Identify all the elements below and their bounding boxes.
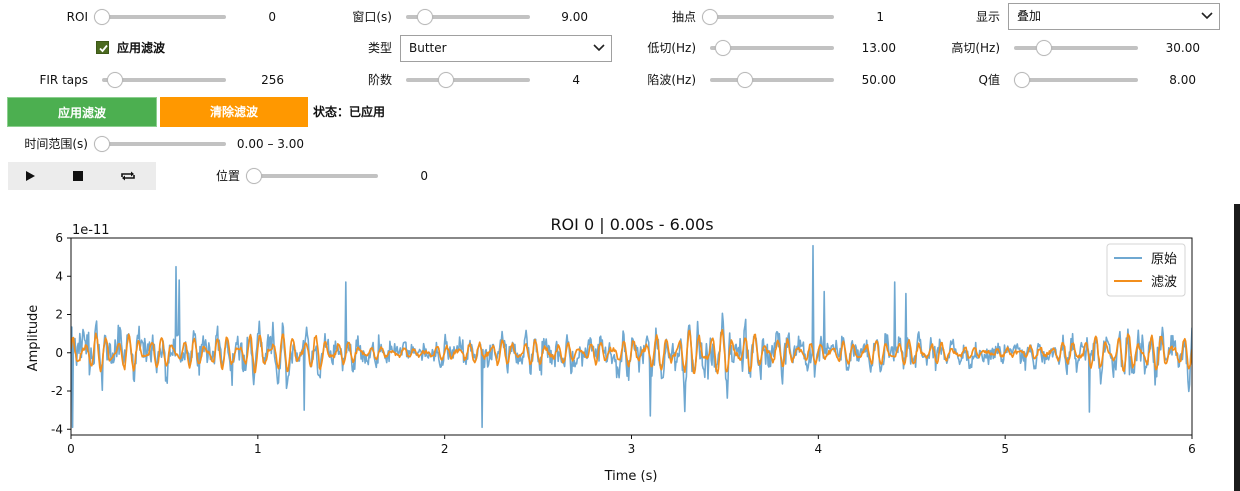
decimate-slider[interactable] <box>702 9 834 25</box>
y-tick-label: -4 <box>51 422 63 436</box>
order-slider-thumb[interactable] <box>438 72 455 88</box>
roi-slider-thumb[interactable] <box>94 9 110 25</box>
chevron-down-icon <box>593 44 605 52</box>
y-tick-label: 2 <box>55 308 63 322</box>
x-tick-label: 0 <box>67 442 75 456</box>
window-slider-thumb[interactable] <box>416 9 433 25</box>
notch-slider-thumb[interactable] <box>737 72 753 88</box>
position-value: 0 <box>420 169 428 183</box>
display-label: 显示 <box>975 10 1000 24</box>
apply-filter-checkbox-label: 应用滤波 <box>117 41 166 55</box>
fir-taps-label: FIR taps <box>39 73 88 87</box>
time-range-value: 0.00 – 3.00 <box>236 137 304 151</box>
loop-icon <box>121 171 135 181</box>
plot-area <box>70 237 1193 436</box>
x-tick-label: 5 <box>1001 442 1009 456</box>
decimate-slider-thumb[interactable] <box>702 9 718 25</box>
order-label: 阶数 <box>367 73 392 87</box>
checkmark-icon <box>99 44 108 53</box>
series-line-raw <box>71 244 1192 429</box>
q-slider-thumb[interactable] <box>1014 72 1030 88</box>
window-value: 9.00 <box>561 10 588 24</box>
y-tick-label: 4 <box>55 269 63 283</box>
legend-label-raw: 原始 <box>1151 252 1177 267</box>
time-range-slider[interactable] <box>94 136 226 152</box>
playback-controls <box>8 162 156 190</box>
clear-filter-button[interactable]: 清除滤波 <box>160 97 308 127</box>
fir-taps-slider-thumb[interactable] <box>107 72 124 88</box>
chart-legend: 原始 滤波 <box>1106 243 1186 297</box>
highcut-slider-thumb[interactable] <box>1035 40 1052 56</box>
y-tick-label: 0 <box>55 346 63 360</box>
chart-title: ROI 0 | 0.00s - 6.00s <box>550 215 713 234</box>
position-label: 位置 <box>215 169 240 183</box>
chevron-down-icon <box>1201 12 1213 20</box>
y-tick-label: 6 <box>55 231 63 245</box>
fir-taps-value: 256 <box>261 73 284 87</box>
legend-label-filtered: 滤波 <box>1151 275 1177 290</box>
status-text: 状态：已应用 <box>313 105 386 119</box>
roi-value: 0 <box>268 10 276 24</box>
x-tick-label: 1 <box>254 442 262 456</box>
x-tick-label: 3 <box>628 442 636 456</box>
highcut-slider[interactable] <box>1014 40 1138 56</box>
q-slider[interactable] <box>1014 72 1138 88</box>
fir-taps-slider[interactable] <box>102 72 226 88</box>
play-button[interactable] <box>8 162 52 190</box>
x-tick-label: 2 <box>441 442 449 456</box>
x-tick-label: 6 <box>1188 442 1196 456</box>
lowcut-value: 13.00 <box>861 41 896 55</box>
apply-filter-button[interactable]: 应用滤波 <box>7 97 157 127</box>
display-select-value: 叠加 <box>1017 9 1042 23</box>
y-tick-label: -2 <box>51 384 63 398</box>
highcut-label: 高切(Hz) <box>951 41 1000 55</box>
position-slider-thumb[interactable] <box>246 168 262 184</box>
series-line-filtered <box>71 328 1192 375</box>
lowcut-slider[interactable] <box>710 40 834 56</box>
decimate-label: 抽点 <box>671 10 696 24</box>
x-axis-label: Time (s) <box>604 469 658 484</box>
apply-filter-checkbox[interactable] <box>96 41 109 54</box>
y-offset-label: 1e-11 <box>72 223 110 238</box>
notch-slider[interactable] <box>710 72 834 88</box>
stop-icon <box>73 171 83 181</box>
decimate-value: 1 <box>876 10 884 24</box>
y-axis-label: Amplitude <box>26 305 41 372</box>
order-slider[interactable] <box>406 72 530 88</box>
lowcut-label: 低切(Hz) <box>647 41 696 55</box>
stop-button[interactable] <box>56 162 100 190</box>
highcut-value: 30.00 <box>1165 41 1200 55</box>
notch-label: 陷波(Hz) <box>647 73 696 87</box>
roi-slider[interactable] <box>94 9 226 25</box>
notch-value: 50.00 <box>861 73 896 87</box>
order-value: 4 <box>572 73 580 87</box>
signal-chart: ROI 0 | 0.00s - 6.00s 1e-11 0 1 2 3 4 5 6 -4 -2… <box>26 215 1196 484</box>
loop-button[interactable] <box>106 162 150 190</box>
time-range-slider-thumb[interactable] <box>94 136 110 152</box>
lowcut-slider-thumb[interactable] <box>715 40 732 56</box>
play-icon <box>26 171 35 181</box>
scrollbar[interactable] <box>1234 204 1240 491</box>
filter-type-select[interactable]: Butter <box>400 35 612 62</box>
window-label: 窗口(s) <box>352 10 392 24</box>
window-slider[interactable] <box>406 9 530 25</box>
position-slider[interactable] <box>246 168 378 184</box>
q-value: 8.00 <box>1169 73 1196 87</box>
display-select[interactable]: 叠加 <box>1008 3 1220 30</box>
filter-type-value: Butter <box>409 41 447 55</box>
time-range-label: 时间范围(s) <box>24 137 88 151</box>
q-label: Q值 <box>978 73 1000 87</box>
roi-label: ROI <box>66 10 88 24</box>
filter-type-label: 类型 <box>367 41 392 55</box>
x-tick-label: 4 <box>815 442 823 456</box>
